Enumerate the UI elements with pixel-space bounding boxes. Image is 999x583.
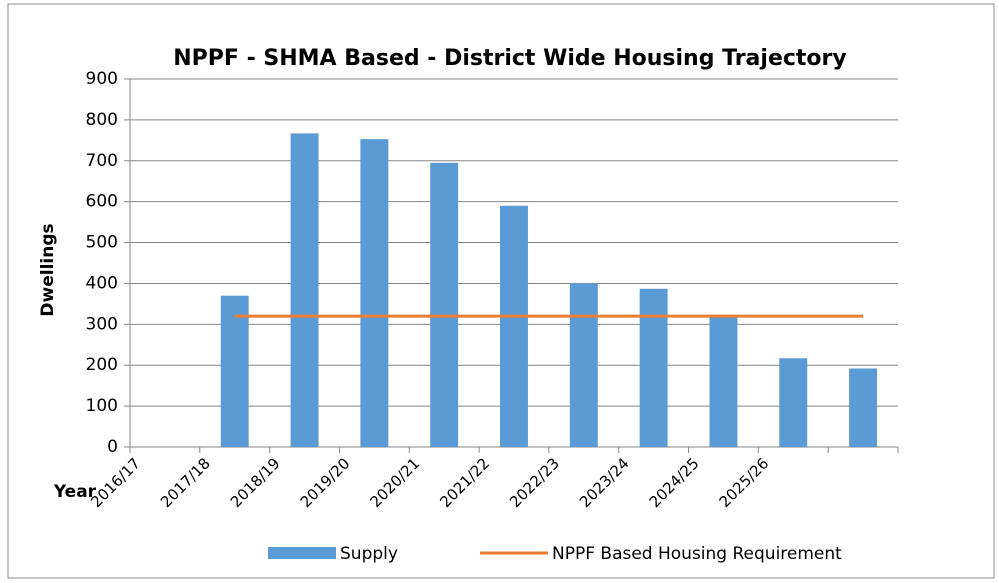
y-tick-label: 900: [86, 69, 118, 89]
bar: [220, 295, 249, 447]
y-tick-label: 700: [86, 151, 118, 171]
bar: [639, 288, 668, 447]
y-tick-label: 100: [86, 396, 118, 416]
y-tick-label: 600: [86, 192, 118, 212]
bar: [569, 283, 598, 447]
y-tick-label: 400: [86, 273, 118, 293]
y-tick-label: 300: [86, 314, 118, 334]
x-axis-label: Year: [53, 482, 97, 502]
y-tick-label: 0: [107, 437, 118, 457]
bar: [430, 162, 459, 448]
bar: [849, 368, 878, 447]
y-tick-label: 200: [86, 355, 118, 375]
legend-label: NPPF Based Housing Requirement: [552, 544, 842, 564]
y-tick-label: 800: [86, 110, 118, 130]
legend-swatch: [268, 547, 336, 559]
bar: [290, 133, 319, 448]
y-tick-label: 500: [86, 233, 118, 253]
bar: [360, 139, 389, 447]
legend-label: Supply: [340, 544, 398, 564]
bar: [709, 316, 738, 447]
bar: [779, 358, 808, 447]
chart-title: NPPF - SHMA Based - District Wide Housin…: [173, 46, 846, 71]
bar: [500, 205, 528, 447]
y-axis-label: Dwellings: [38, 223, 58, 316]
